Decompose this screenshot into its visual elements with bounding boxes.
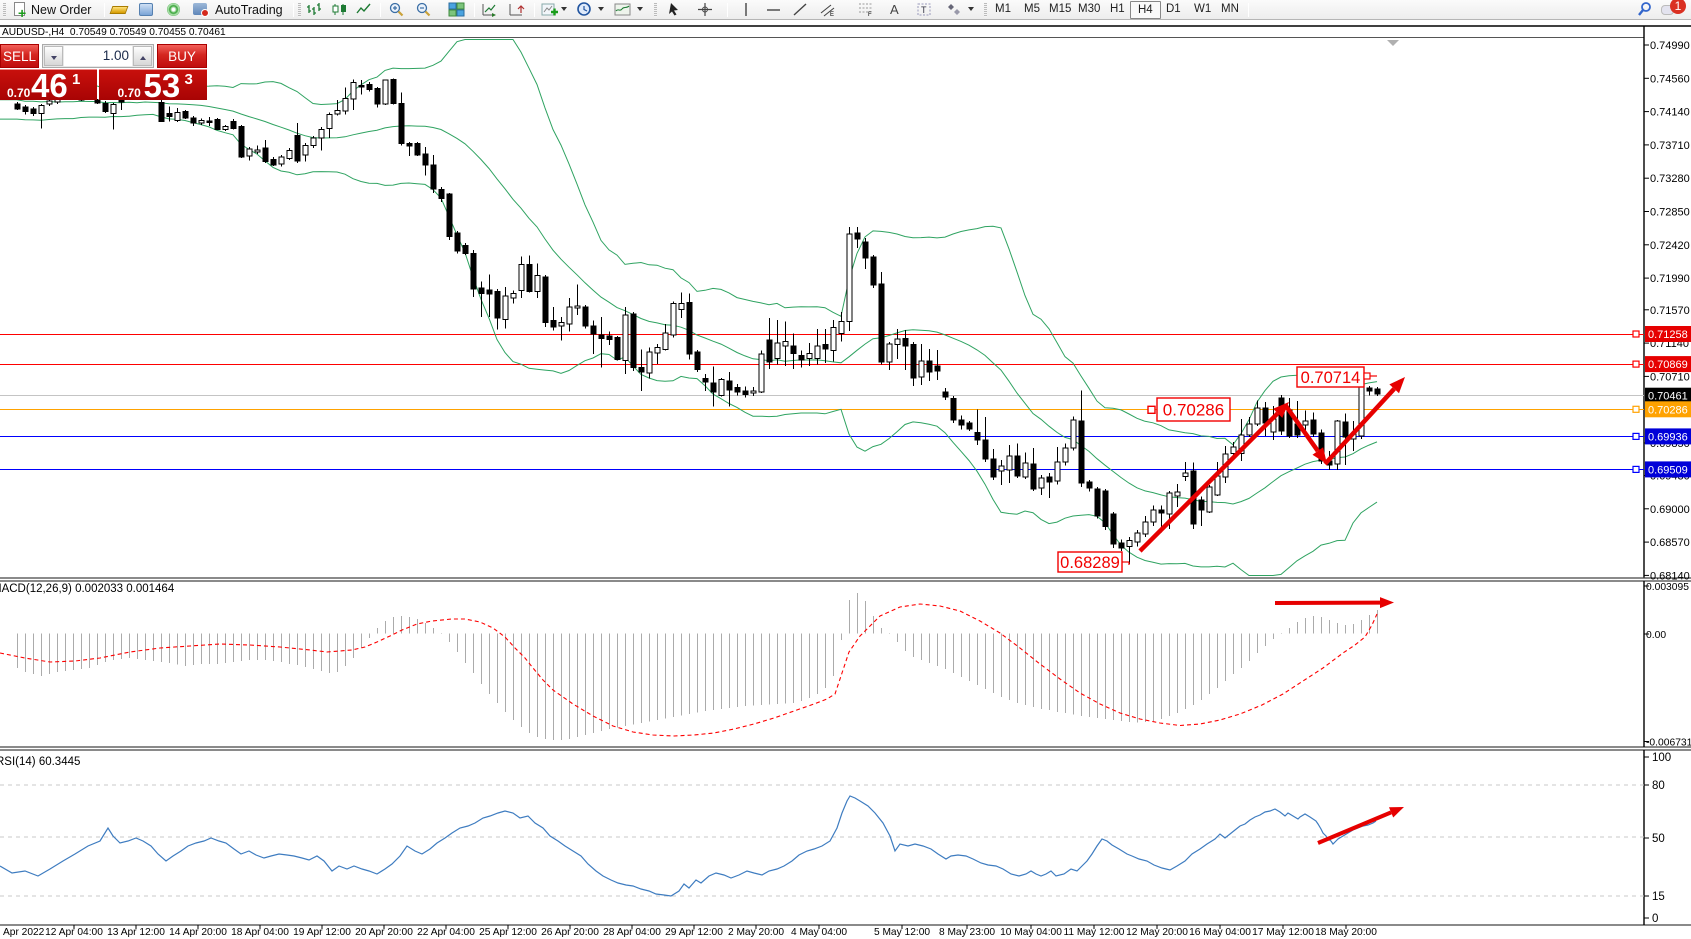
svg-text:RSI(14) 60.3445: RSI(14) 60.3445 xyxy=(0,756,80,768)
svg-text:0.71570: 0.71570 xyxy=(1650,305,1690,317)
svg-text:0.71258: 0.71258 xyxy=(1648,329,1688,341)
svg-text:0.69509: 0.69509 xyxy=(1648,464,1688,476)
svg-text:13 Apr 12:00: 13 Apr 12:00 xyxy=(107,927,165,938)
svg-text:0.71990: 0.71990 xyxy=(1650,273,1690,285)
svg-text:17 May 12:00: 17 May 12:00 xyxy=(1252,927,1314,938)
svg-text:20 Apr 20:00: 20 Apr 20:00 xyxy=(355,927,413,938)
svg-text:0.74560: 0.74560 xyxy=(1650,73,1690,85)
svg-text:0.73710: 0.73710 xyxy=(1650,140,1690,152)
svg-text:28 Apr 04:00: 28 Apr 04:00 xyxy=(603,927,661,938)
svg-text:10 May 04:00: 10 May 04:00 xyxy=(1000,927,1062,938)
svg-text:MACD(12,26,9) 0.002033 0.00146: MACD(12,26,9) 0.002033 0.001464 xyxy=(0,583,175,595)
svg-text:18 May 20:00: 18 May 20:00 xyxy=(1315,927,1377,938)
svg-text:0.72420: 0.72420 xyxy=(1650,240,1690,252)
svg-text:16 May 04:00: 16 May 04:00 xyxy=(1189,927,1251,938)
svg-text:5 May 12:00: 5 May 12:00 xyxy=(874,927,930,938)
svg-text:0.68140: 0.68140 xyxy=(1650,570,1690,582)
svg-text:0.73280: 0.73280 xyxy=(1650,173,1690,185)
svg-text:0.72850: 0.72850 xyxy=(1650,207,1690,219)
svg-text:29 Apr 12:00: 29 Apr 12:00 xyxy=(665,927,723,938)
svg-text:8 May 23:00: 8 May 23:00 xyxy=(939,927,995,938)
svg-text:100: 100 xyxy=(1652,752,1671,764)
svg-text:E: E xyxy=(830,12,834,17)
svg-text:4 May 04:00: 4 May 04:00 xyxy=(791,927,847,938)
svg-text:0.70869: 0.70869 xyxy=(1648,359,1688,371)
svg-text:0.68289: 0.68289 xyxy=(1060,554,1120,572)
svg-text:50: 50 xyxy=(1652,833,1665,845)
svg-text:14 Apr 20:00: 14 Apr 20:00 xyxy=(169,927,227,938)
svg-text:19 Apr 12:00: 19 Apr 12:00 xyxy=(293,927,351,938)
svg-text:F: F xyxy=(868,12,872,17)
svg-text:0.70714: 0.70714 xyxy=(1301,369,1361,387)
svg-text:0.69936: 0.69936 xyxy=(1648,431,1688,443)
svg-text:0.00: 0.00 xyxy=(1646,630,1666,641)
svg-text:22 Apr 04:00: 22 Apr 04:00 xyxy=(417,927,475,938)
svg-text:0.69000: 0.69000 xyxy=(1650,504,1690,516)
svg-text:-0.006731: -0.006731 xyxy=(1646,738,1691,749)
svg-text:15: 15 xyxy=(1652,891,1665,903)
svg-text:0: 0 xyxy=(1652,913,1658,925)
svg-text:0.70710: 0.70710 xyxy=(1650,371,1690,383)
svg-text:0.70286: 0.70286 xyxy=(1648,404,1688,416)
svg-text:0.003095: 0.003095 xyxy=(1646,582,1689,593)
svg-text:Apr 2022: Apr 2022 xyxy=(3,927,45,938)
svg-text:2 May 20:00: 2 May 20:00 xyxy=(728,927,784,938)
svg-text:12 May 20:00: 12 May 20:00 xyxy=(1126,927,1188,938)
svg-text:0.68570: 0.68570 xyxy=(1650,537,1690,549)
svg-text:AUDUSD-,H4 0.70549 0.70549 0.: AUDUSD-,H4 0.70549 0.70549 0.70455 0.704… xyxy=(2,27,226,38)
svg-text:0.74140: 0.74140 xyxy=(1650,107,1690,119)
svg-text:T: T xyxy=(921,5,927,15)
svg-text:18 Apr 04:00: 18 Apr 04:00 xyxy=(231,927,289,938)
svg-text:0.70461: 0.70461 xyxy=(1648,391,1688,403)
svg-text:25 Apr 12:00: 25 Apr 12:00 xyxy=(479,927,537,938)
svg-text:11 May 12:00: 11 May 12:00 xyxy=(1064,927,1125,938)
svg-text:12 Apr 04:00: 12 Apr 04:00 xyxy=(45,927,103,938)
svg-text:0.70286: 0.70286 xyxy=(1163,401,1224,420)
svg-text:26 Apr 20:00: 26 Apr 20:00 xyxy=(541,927,599,938)
svg-text:80: 80 xyxy=(1652,780,1665,792)
svg-text:0.74990: 0.74990 xyxy=(1650,40,1690,52)
